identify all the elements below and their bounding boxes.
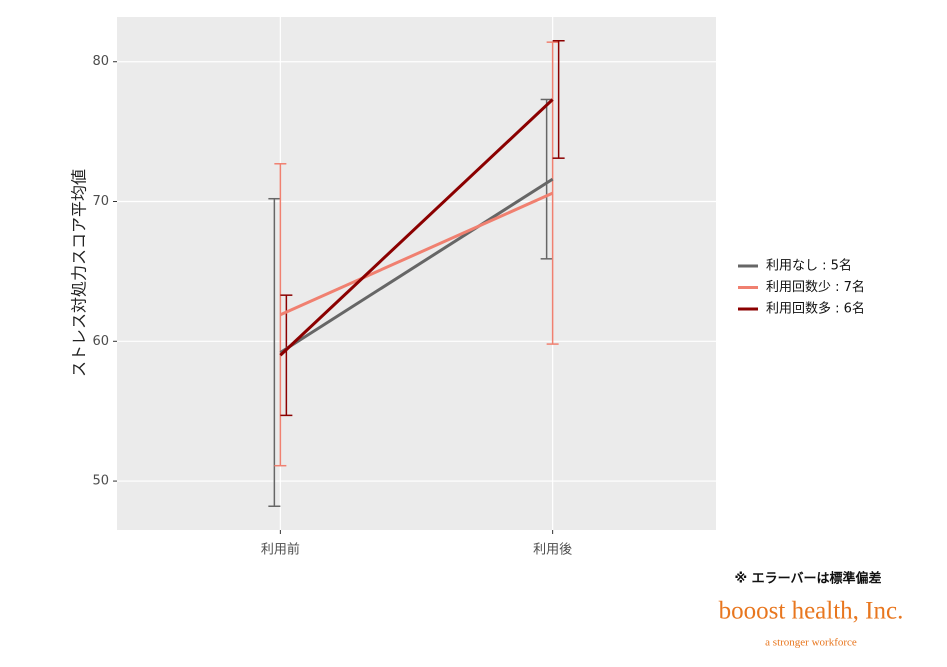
y-axis-title: ストレス対処力スコア平均値 (70, 169, 89, 377)
y-tick-label: 50 (92, 474, 109, 489)
legend-label: 利用回数少 : 7名 (766, 279, 865, 295)
series-line (279, 177, 554, 354)
brand-tagline: a stronger workforce (765, 637, 857, 649)
y-tick-label: 80 (92, 54, 109, 69)
error-bar (268, 197, 281, 507)
x-tick-label: 利用後 (533, 543, 572, 558)
error-bar (280, 294, 293, 417)
error-bar (552, 40, 565, 159)
plot-panel (117, 17, 716, 530)
y-tick-label: 60 (92, 334, 109, 349)
y-tick-label: 70 (92, 194, 109, 209)
brand-name: booost health, Inc. (719, 598, 904, 625)
legend-label: 利用回数多 : 6名 (766, 301, 865, 317)
series-line (279, 191, 554, 317)
series-line (279, 98, 554, 357)
legend-label: 利用なし : 5名 (766, 258, 852, 274)
x-tick-label: 利用前 (261, 542, 300, 558)
note: ※ エラーバーは標準偏差 (734, 571, 881, 587)
